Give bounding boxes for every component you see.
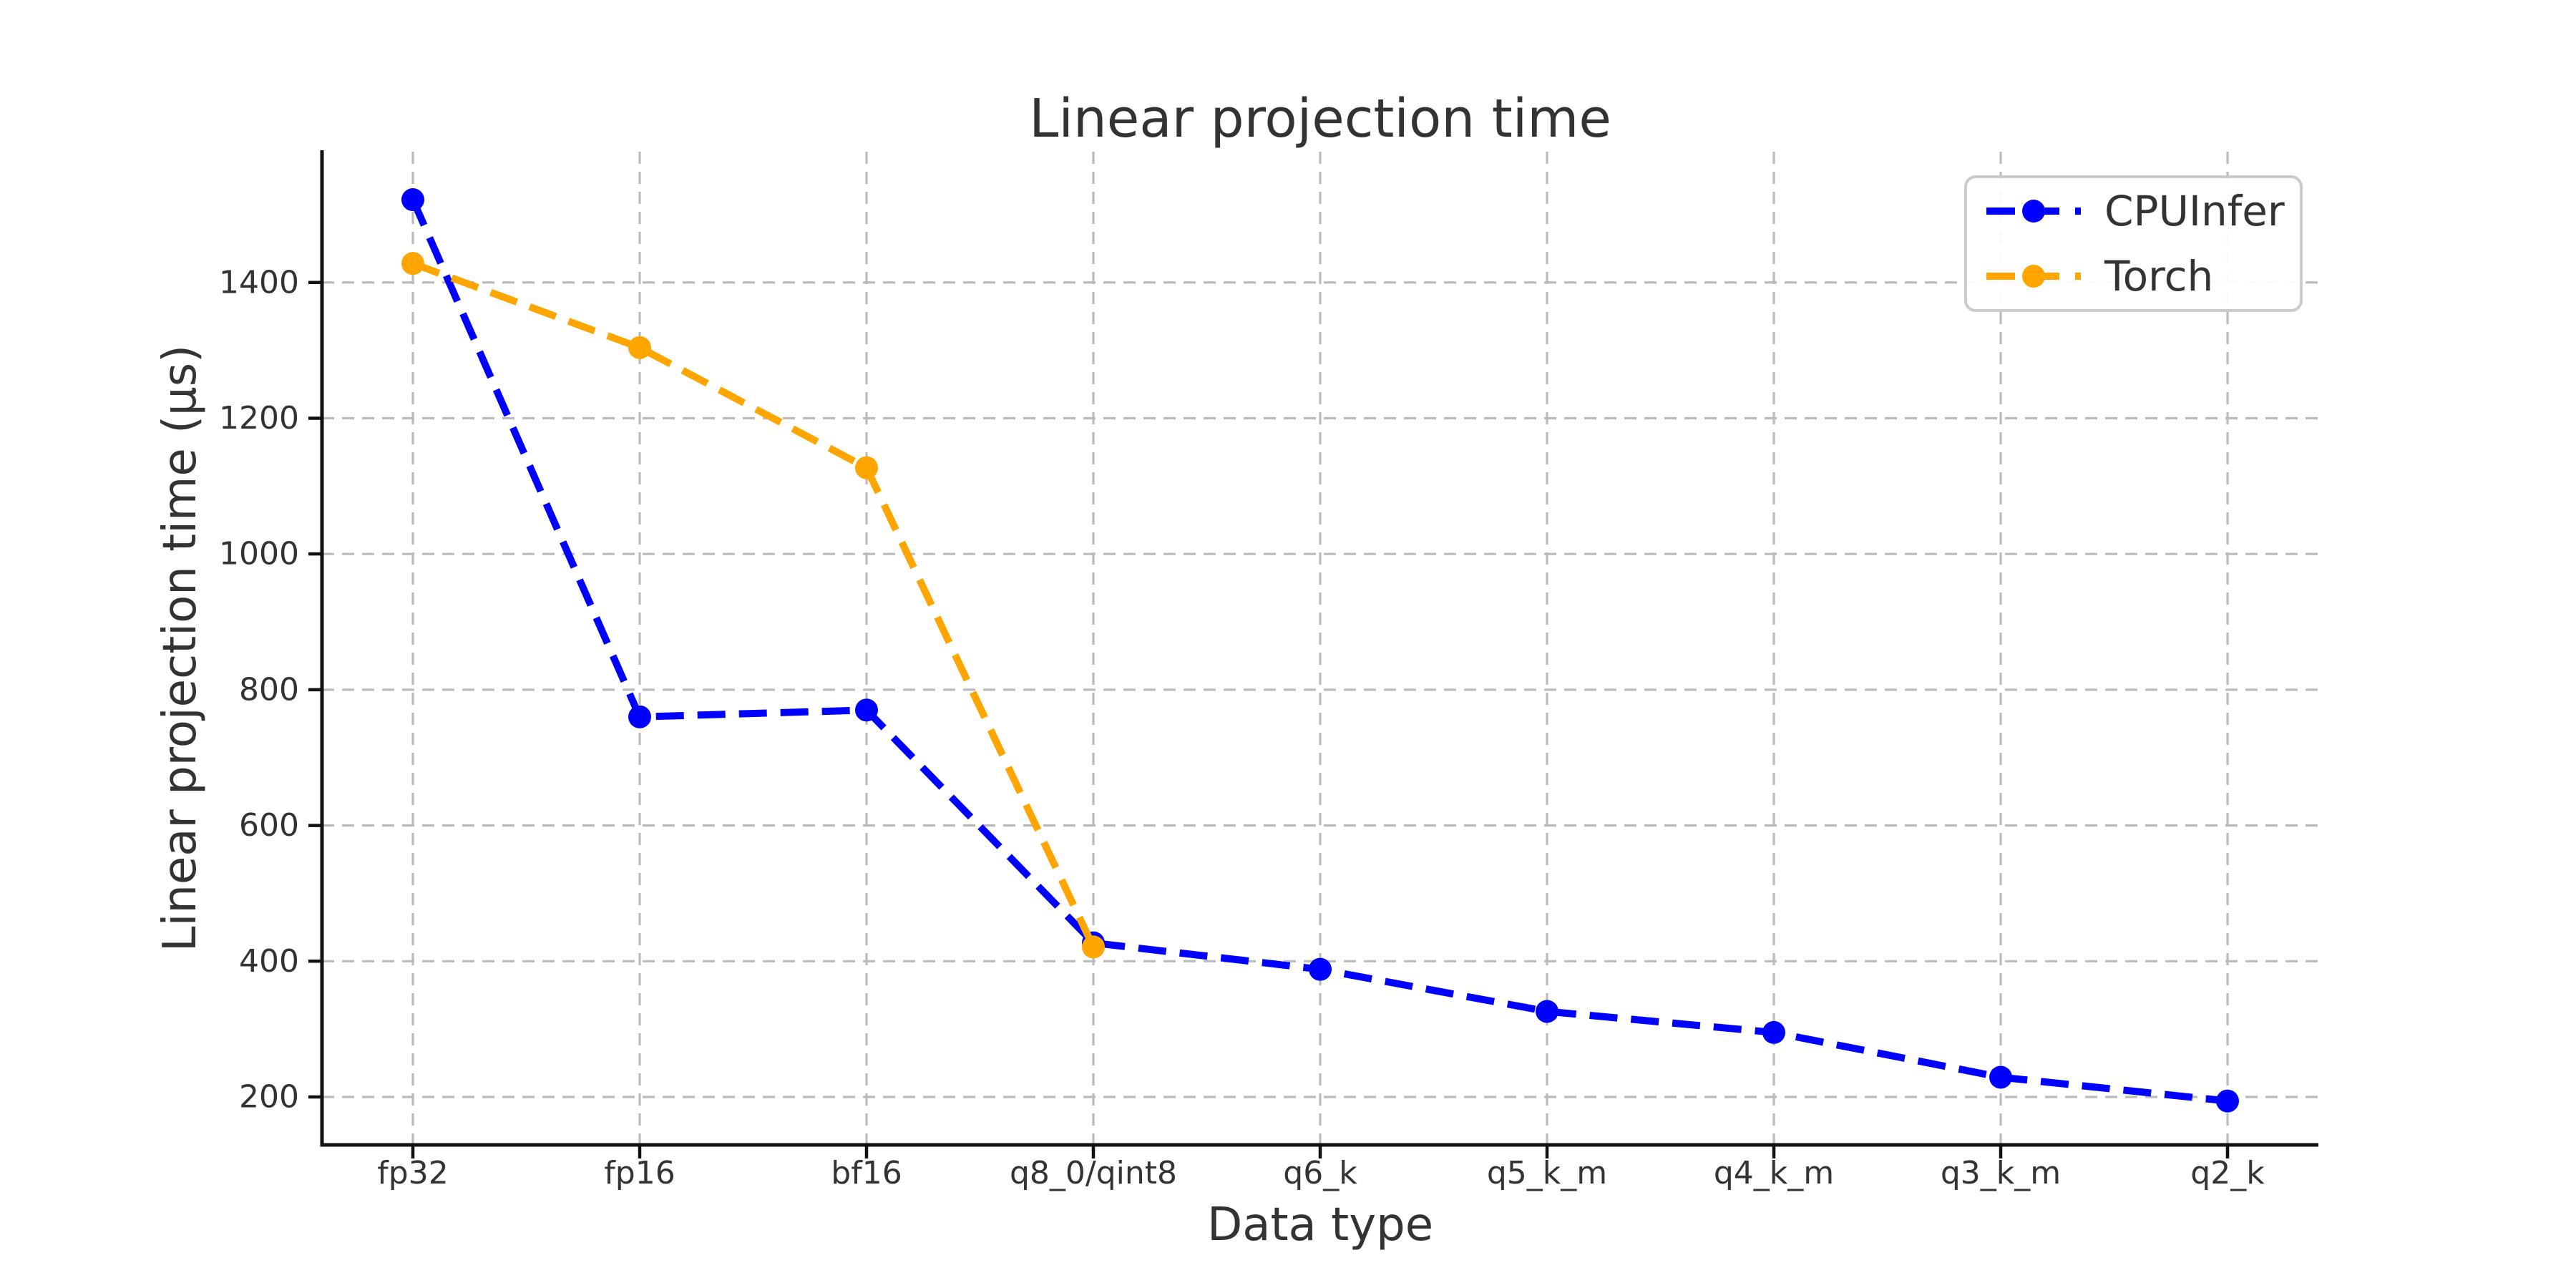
y-tick-label: 400	[239, 943, 299, 980]
legend-label-torch: Torch	[2104, 252, 2214, 301]
y-tick-label: 200	[239, 1079, 299, 1116]
data-point-torch	[1082, 935, 1105, 959]
y-tick-label: 800	[239, 671, 299, 708]
y-tick-label: 1200	[219, 400, 299, 436]
data-point-cpuinfer	[2216, 1089, 2239, 1113]
plot-area: 200 400 600 800 1000 1200 1400 fp32 fp16 bf16 q8_0…	[219, 150, 2318, 1191]
y-tick-label: 1400	[219, 264, 299, 301]
series-line-torch	[411, 260, 1097, 949]
legend-label-cpuinfer: CPUInfer	[2104, 186, 2285, 235]
chart-title: Linear projection time	[1029, 88, 1611, 150]
data-point-cpuinfer	[1762, 1020, 1785, 1044]
legend-item-cpuinfer: CPUInfer	[1984, 187, 2300, 235]
x-tick-label: q6_k	[1283, 1155, 1357, 1191]
data-point-cpuinfer	[1309, 957, 1332, 981]
x-tick-label: q5_k_m	[1487, 1155, 1607, 1191]
x-tick-label: q8_0/qint8	[1010, 1155, 1177, 1191]
x-tick-label: q2_k	[2190, 1155, 2265, 1191]
torch-line-marker-icon	[1986, 265, 2081, 288]
legend: CPUInfer Torch	[1964, 175, 2303, 312]
y-tick-label: 600	[239, 807, 299, 844]
data-point-cpuinfer	[1536, 1000, 1558, 1023]
data-point-cpuinfer	[855, 698, 878, 722]
cpuinfer-line-marker-icon	[1986, 199, 2081, 223]
x-tick-label: bf16	[831, 1155, 902, 1191]
data-point-cpuinfer	[1989, 1065, 2012, 1089]
x-tick-label: fp16	[604, 1155, 675, 1191]
legend-item-torch: Torch	[1984, 252, 2300, 301]
data-point-cpuinfer	[628, 705, 651, 728]
data-point-torch	[628, 336, 651, 359]
data-point-torch	[401, 252, 424, 275]
x-tick-label: q3_k_m	[1941, 1155, 2061, 1191]
data-point-cpuinfer	[401, 188, 424, 212]
y-axis-label: Linear projection time (µs)	[154, 345, 207, 952]
data-point-torch	[855, 456, 878, 479]
y-tick-label: 1000	[219, 536, 299, 572]
x-axis-label: Data type	[1207, 1199, 1433, 1252]
x-tick-label: q4_k_m	[1714, 1155, 1834, 1191]
x-tick-label: fp32	[377, 1155, 448, 1191]
